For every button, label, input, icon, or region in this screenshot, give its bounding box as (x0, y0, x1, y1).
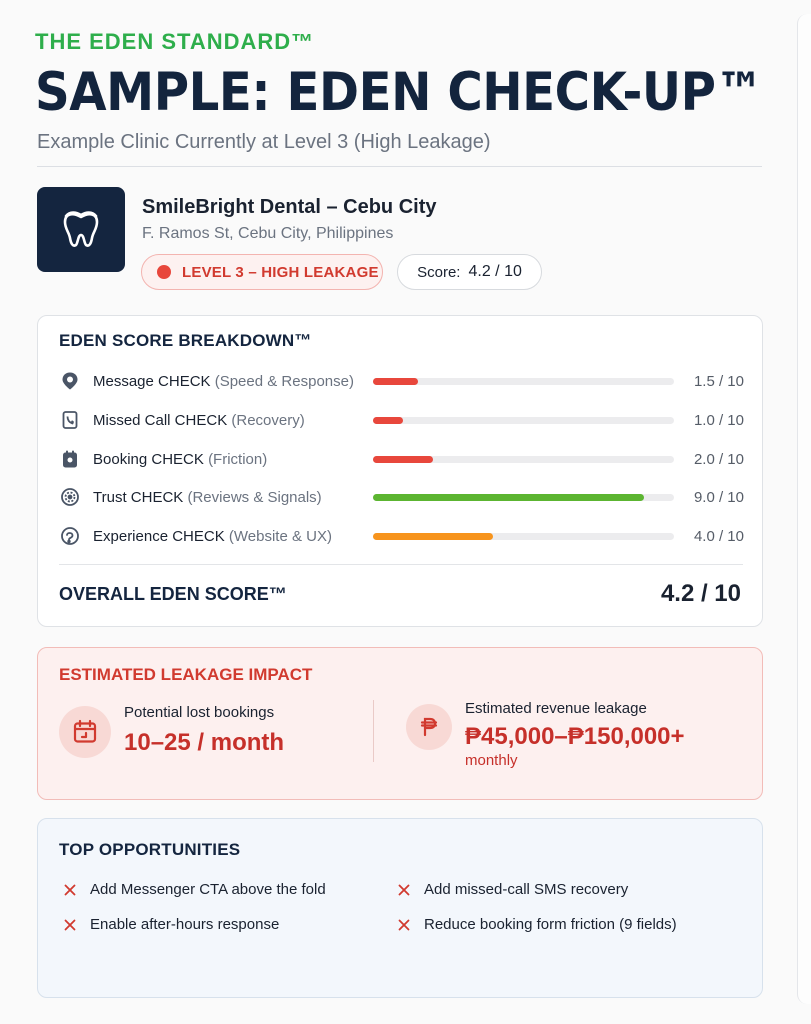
revenue-leakage-label: Estimated revenue leakage (465, 700, 647, 717)
metric-label: Booking CHECK (93, 450, 204, 468)
missed-call-icon (59, 409, 81, 431)
brand-label: THE EDEN STANDARD™ (35, 29, 315, 54)
metric-label: Experience CHECK (93, 527, 225, 545)
metric-row-experience: Experience CHECK (Website & UX) 4.0 / 10 (59, 524, 744, 548)
metric-row-trust: Trust CHECK (Reviews & Signals) 9.0 / 10 (59, 485, 744, 509)
leakage-title: ESTIMATED LEAKAGE IMPACT (59, 665, 313, 684)
overall-score-label: OVERALL EDEN SCORE™ (59, 584, 287, 604)
metric-row-message: Message CHECK (Speed & Response) 1.5 / 1… (59, 369, 744, 393)
page-title: SAMPLE: EDEN CHECK-UP™ (35, 62, 764, 123)
metric-value: 1.5 / 10 (693, 372, 744, 390)
score-badge-label: Score: (417, 263, 461, 281)
metric-bar-fill (373, 493, 644, 501)
list-item: Reduce booking form friction (9 fields) (397, 916, 677, 933)
status-dot-icon (157, 265, 171, 279)
list-item: Add missed-call SMS recovery (397, 881, 628, 898)
opportunity-text: Add missed-call SMS recovery (424, 881, 629, 898)
calendar-icon (59, 706, 111, 758)
metric-value: 4.0 / 10 (693, 527, 744, 545)
metric-bar (373, 416, 674, 424)
metric-bar (373, 532, 674, 540)
score-badge-value: 4.2 / 10 (468, 263, 522, 280)
metric-detail: (Website & UX) (228, 527, 332, 545)
close-x-icon (397, 883, 411, 897)
metric-bar (373, 455, 674, 463)
message-pin-icon (59, 370, 81, 392)
leakage-impact-card: ESTIMATED LEAKAGE IMPACT Potential lost … (37, 647, 763, 800)
list-item: Add Messenger CTA above the fold (63, 881, 326, 898)
peso-icon (406, 704, 452, 750)
metric-detail: (Recovery) (231, 411, 305, 429)
page-subtitle: Example Clinic Currently at Level 3 (Hig… (37, 131, 491, 153)
close-x-icon (63, 883, 77, 897)
metric-row-booking: Booking CHECK (Friction) 2.0 / 10 (59, 447, 744, 471)
revenue-leakage-period: monthly (465, 752, 518, 769)
level-badge: LEVEL 3 – HIGH LEAKAGE (141, 254, 383, 290)
metric-bar-fill (373, 416, 404, 424)
revenue-leakage-value: ₱45,000–₱150,000+ (465, 723, 685, 750)
opportunities-title: TOP OPPORTUNITIES (59, 840, 241, 859)
opportunity-text: Add Messenger CTA above the fold (90, 881, 326, 898)
metric-bar-fill (373, 532, 494, 540)
clinic-address: F. Ramos St, Cebu City, Philippines (142, 225, 394, 242)
metric-label: Message CHECK (93, 372, 211, 390)
header-divider (37, 166, 762, 167)
adjacent-panel-edge (797, 14, 811, 1004)
metric-value: 1.0 / 10 (693, 411, 744, 429)
breakdown-divider (59, 564, 743, 565)
metric-label: Trust CHECK (93, 488, 184, 506)
opportunity-text: Reduce booking form friction (9 fields) (424, 916, 677, 933)
top-opportunities-card: TOP OPPORTUNITIES Add Messenger CTA abov… (37, 818, 763, 998)
tooth-icon (56, 202, 106, 257)
metric-detail: (Speed & Response) (214, 372, 354, 390)
metric-bar (373, 493, 674, 501)
clinic-name: SmileBright Dental – Cebu City (142, 196, 437, 218)
metric-detail: (Reviews & Signals) (187, 488, 322, 506)
experience-icon (59, 525, 81, 547)
level-badge-label: LEVEL 3 – HIGH LEAKAGE (182, 263, 379, 281)
close-x-icon (397, 918, 411, 932)
metric-value: 2.0 / 10 (693, 450, 744, 468)
lost-bookings-label: Potential lost bookings (124, 704, 275, 721)
metric-detail: (Friction) (208, 450, 268, 468)
metric-label: Missed Call CHECK (93, 411, 228, 429)
lost-bookings-value: 10–25 / month (124, 729, 285, 756)
metric-bar (373, 377, 674, 385)
opportunity-text: Enable after-hours response (90, 916, 280, 933)
score-breakdown-card: EDEN SCORE BREAKDOWN™ Message CHECK (Spe… (37, 315, 763, 627)
leakage-divider (373, 700, 374, 762)
metric-row-missed-call: Missed Call CHECK (Recovery) 1.0 / 10 (59, 408, 744, 432)
metric-bar-fill (373, 455, 434, 463)
metric-bar-fill (373, 377, 419, 385)
score-badge: Score: 4.2 / 10 (397, 254, 542, 290)
list-item: Enable after-hours response (63, 916, 279, 933)
overall-score-value: 4.2 / 10 (660, 580, 741, 607)
close-x-icon (63, 918, 77, 932)
booking-icon (59, 448, 81, 470)
trust-badge-icon (59, 486, 81, 508)
metric-value: 9.0 / 10 (693, 488, 744, 506)
breakdown-title: EDEN SCORE BREAKDOWN™ (59, 331, 312, 350)
clinic-logo (37, 187, 125, 272)
